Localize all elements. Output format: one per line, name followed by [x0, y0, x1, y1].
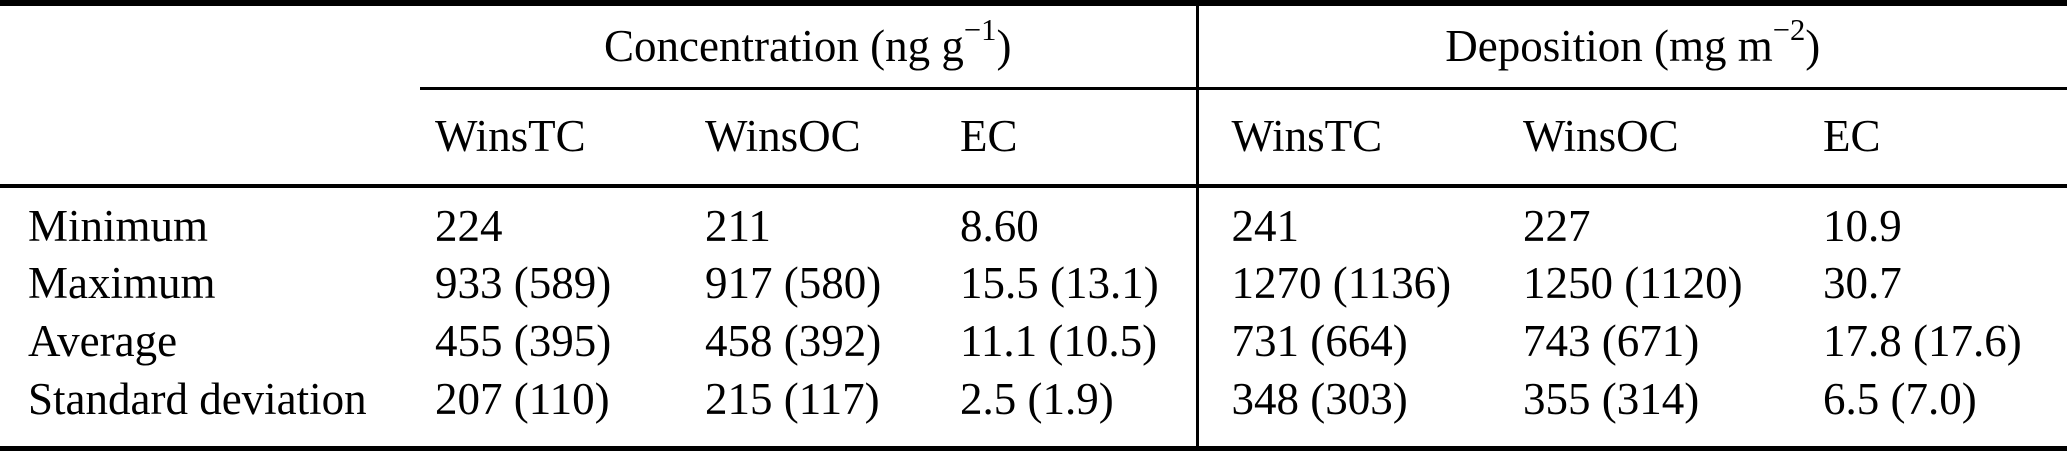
column-header-dep-winsoc: WinsOC — [1490, 88, 1790, 188]
table-cell: 455 (395) — [435, 316, 612, 366]
concentration-title-text: Concentration (ng g — [604, 20, 964, 71]
concentration-title-close: ) — [996, 20, 1012, 71]
group-header-concentration: Concentration (ng g−1) — [420, 3, 1197, 90]
table-cell: 30.7 — [1823, 258, 1902, 309]
column-header-conc-winsoc: WinsOC — [690, 88, 945, 188]
table-cell: 933 (589) — [435, 258, 612, 309]
table-cell: 743 (671) — [1523, 316, 1700, 366]
column-header-row: WinsTC WinsOC EC WinsTC WinsOC EC — [0, 88, 2067, 188]
table-row-minimum: Minimum 224 211 8.60 241 227 10.9 — [0, 185, 2067, 256]
empty-corner-cell — [0, 3, 420, 88]
table-cell: 224 — [435, 200, 503, 251]
column-header-conc-winstc: WinsTC — [420, 88, 690, 188]
table-row-maximum: Maximum 933 (589) 917 (580) 15.5 (13.1) … — [0, 255, 2067, 313]
row-label-maximum: Maximum — [28, 258, 216, 309]
table-cell: 211 — [705, 200, 771, 251]
group-header-row: Concentration (ng g−1) Deposition (mg m−… — [0, 3, 2067, 90]
table-cell: 241 — [1195, 185, 1490, 256]
table-cell: 731 (664) — [1195, 312, 1490, 371]
column-header-dep-winstc: WinsTC — [1195, 88, 1490, 188]
table-cell: 6.5 (7.0) — [1823, 373, 1977, 424]
column-header-dep-ec: EC — [1790, 88, 2067, 188]
table-cell: 1250 (1120) — [1523, 258, 1743, 309]
table-cell: 1270 (1136) — [1195, 255, 1490, 313]
table-cell: 215 (117) — [705, 373, 880, 424]
deposition-title-close: ) — [1805, 20, 1821, 71]
table-cell: 458 (392) — [705, 316, 882, 366]
deposition-unit-exponent: −2 — [1772, 13, 1806, 48]
table-cell: 227 — [1523, 200, 1591, 251]
table-cell: 348 (303) — [1195, 370, 1490, 449]
table-cell: 355 (314) — [1523, 373, 1700, 424]
table-row-average: Average 455 (395) 458 (392) 11.1 (10.5) … — [0, 312, 2067, 371]
table-cell: 15.5 (13.1) — [960, 258, 1159, 309]
column-header-conc-ec: EC — [945, 88, 1197, 188]
group-header-deposition: Deposition (mg m−2) — [1195, 3, 2067, 90]
table-cell: 11.1 (10.5) — [960, 316, 1158, 366]
deposition-title-text: Deposition (mg m — [1445, 20, 1773, 71]
row-label-average: Average — [28, 316, 178, 366]
row-label-standard-deviation: Standard deviation — [28, 373, 367, 424]
concentration-unit-exponent: −1 — [963, 13, 997, 48]
row-label-minimum: Minimum — [28, 200, 209, 251]
table-cell: 207 (110) — [435, 373, 610, 424]
table-cell: 8.60 — [960, 200, 1039, 251]
table-cell: 2.5 (1.9) — [960, 373, 1114, 424]
empty-header-cell — [0, 88, 420, 188]
table-cell: 917 (580) — [705, 258, 882, 309]
table-cell: 17.8 (17.6) — [1823, 316, 2022, 366]
table-cell: 10.9 — [1823, 200, 1902, 251]
table-row-standard-deviation: Standard deviation 207 (110) 215 (117) 2… — [0, 370, 2067, 449]
